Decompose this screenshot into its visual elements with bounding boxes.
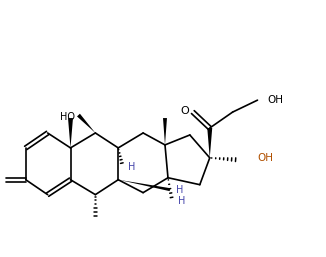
Polygon shape bbox=[207, 128, 212, 158]
Text: OH: OH bbox=[267, 95, 283, 105]
Polygon shape bbox=[163, 118, 167, 145]
Text: HO: HO bbox=[61, 112, 76, 122]
Polygon shape bbox=[77, 114, 96, 133]
Text: H: H bbox=[128, 162, 136, 172]
Text: O: O bbox=[180, 106, 189, 116]
Polygon shape bbox=[118, 180, 170, 191]
Text: H: H bbox=[178, 196, 185, 206]
Polygon shape bbox=[68, 118, 73, 148]
Text: OH: OH bbox=[258, 153, 274, 163]
Text: H: H bbox=[176, 185, 183, 195]
